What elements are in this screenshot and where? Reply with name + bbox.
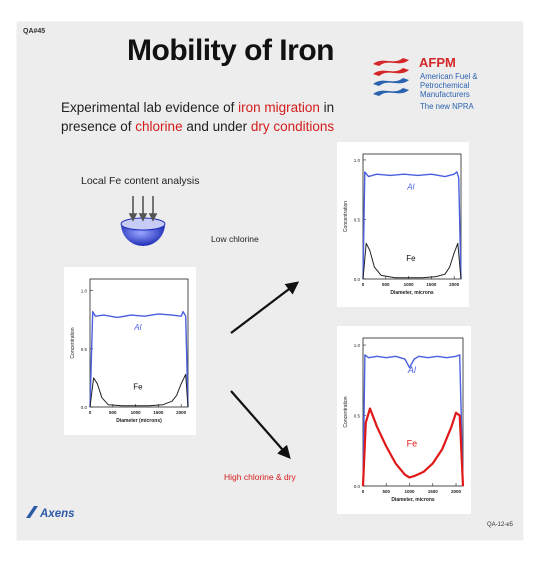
series-label-al: Al bbox=[406, 182, 414, 191]
afpm-logo-name: AFPM bbox=[419, 55, 456, 70]
y-tick-label: 0.0 bbox=[81, 405, 88, 410]
y-axis-label: Concentration bbox=[343, 396, 349, 427]
afpm-flag-stripe-blue-2 bbox=[373, 88, 409, 96]
series-line-fe bbox=[361, 407, 465, 487]
x-tick-label: 500 bbox=[382, 282, 390, 287]
slide-ref-top: QA#45 bbox=[23, 28, 46, 35]
local-analysis-label: Local Fe content analysis bbox=[81, 175, 200, 187]
y-tick-label: 0.0 bbox=[354, 277, 361, 282]
x-tick-label: 2000 bbox=[176, 410, 187, 415]
intro-highlight-dry: dry conditions bbox=[250, 119, 335, 134]
arrow-to-low-chlorine bbox=[230, 281, 300, 334]
x-tick-label: 2000 bbox=[451, 489, 462, 494]
x-tick-label: 0 bbox=[362, 282, 365, 287]
x-tick-label: 0 bbox=[89, 410, 92, 415]
y-tick-label: 0.5 bbox=[354, 414, 361, 419]
chart-initial: 1.0 0.5 0.0 0 500 1000 1500 2000 Diameter (micro… bbox=[64, 267, 196, 435]
intro-text: Experimental lab evidence of iron migrat… bbox=[61, 98, 391, 136]
intro-part-5: and under bbox=[182, 119, 251, 134]
axens-logo: Axens bbox=[24, 504, 75, 520]
probe-arrow-2 bbox=[138, 213, 148, 222]
series-label-fe: Fe bbox=[406, 254, 416, 263]
series-label-al: Al bbox=[407, 365, 417, 375]
x-axis-label: Diameter, microns bbox=[390, 290, 434, 296]
y-tick-label: 0.5 bbox=[354, 217, 361, 222]
axens-arrow-icon bbox=[26, 506, 38, 518]
process-arrows bbox=[230, 281, 300, 459]
probe-arrow-1 bbox=[128, 213, 138, 222]
chart-low-chlorine-svg: 1.0 0.5 0.00 500 1000 1500 2000 Diameter, micro… bbox=[343, 153, 462, 296]
x-tick-label: 1000 bbox=[405, 489, 416, 494]
chart-initial-svg: 1.0 0.5 0.00 500 1000 1500 2000 Diameter (micro… bbox=[70, 278, 189, 424]
y-axis-label: Concentration bbox=[343, 201, 349, 232]
plot-frame bbox=[89, 278, 189, 408]
intro-highlight-iron-migration: iron migration bbox=[238, 100, 320, 115]
arrow-to-high-chlorine bbox=[230, 390, 291, 459]
slide: QA#45 Mobility of Iron Experimental lab … bbox=[17, 22, 523, 540]
chart-high-chlorine: 1.0 0.5 0.0 0 500 1000 1500 2000 Diameter, micro… bbox=[337, 326, 471, 514]
afpm-flag-icon bbox=[373, 58, 409, 96]
low-chlorine-label: Low chlorine bbox=[211, 234, 259, 244]
series-line-al bbox=[362, 171, 462, 280]
series-line-fe bbox=[362, 242, 462, 280]
slide-ref-bottom: QA-12-e5 bbox=[487, 522, 514, 528]
high-chlorine-label: High chlorine & dry bbox=[224, 472, 296, 482]
series-line-al bbox=[362, 354, 464, 487]
series-label-fe: Fe bbox=[133, 382, 143, 391]
x-tick-label: 1500 bbox=[428, 489, 439, 494]
afpm-flag-stripe-red-1 bbox=[373, 58, 409, 66]
x-tick-label: 1000 bbox=[131, 410, 142, 415]
plot-frame bbox=[362, 153, 462, 280]
intro-highlight-chlorine: chlorine bbox=[135, 119, 183, 134]
intro-part-3: in presence of bbox=[61, 100, 335, 134]
y-tick-label: 1.0 bbox=[354, 158, 361, 163]
chart-low-chlorine: 1.0 0.5 0.0 0 500 1000 1500 2000 Diameter, micro… bbox=[337, 142, 469, 307]
probe-arrow-3 bbox=[148, 213, 158, 222]
x-tick-label: 500 bbox=[109, 410, 117, 415]
y-tick-label: 1.0 bbox=[81, 289, 88, 294]
x-tick-label: 1000 bbox=[404, 282, 415, 287]
y-tick-label: 0.5 bbox=[81, 347, 88, 352]
afpm-logo-tagline: The new NPRA bbox=[420, 102, 474, 111]
catalyst-bead-icon bbox=[120, 196, 166, 246]
afpm-flag-stripe-blue-1 bbox=[373, 78, 409, 86]
plot-frame bbox=[362, 337, 464, 487]
axens-logo-text: Axens bbox=[40, 508, 75, 520]
afpm-flag-stripe-red-2 bbox=[373, 68, 409, 76]
x-axis-label: Diameter, microns bbox=[391, 497, 435, 503]
x-tick-label: 0 bbox=[362, 489, 365, 494]
y-tick-label: 1.0 bbox=[354, 343, 361, 348]
series-label-al: Al bbox=[133, 323, 141, 332]
series-label-fe: Fe bbox=[407, 439, 418, 449]
series-line-al bbox=[89, 310, 189, 408]
x-tick-label: 2000 bbox=[449, 282, 460, 287]
y-axis-label: Concentration bbox=[70, 327, 76, 358]
series-line-fe bbox=[89, 373, 189, 408]
chart-high-chlorine-svg: 1.0 0.5 0.00 500 1000 1500 2000 Diameter, micro… bbox=[343, 337, 465, 503]
afpm-logo-subtitle: American Fuel & Petrochemical Manufactur… bbox=[420, 72, 478, 99]
x-tick-label: 500 bbox=[382, 489, 390, 494]
x-tick-label: 1500 bbox=[153, 410, 164, 415]
slide-title: Mobility of Iron bbox=[127, 34, 334, 67]
x-axis-label: Diameter (microns) bbox=[116, 418, 162, 424]
y-tick-label: 0.0 bbox=[354, 484, 361, 489]
intro-part-1: Experimental lab evidence of bbox=[61, 100, 239, 115]
x-tick-label: 1500 bbox=[426, 282, 437, 287]
